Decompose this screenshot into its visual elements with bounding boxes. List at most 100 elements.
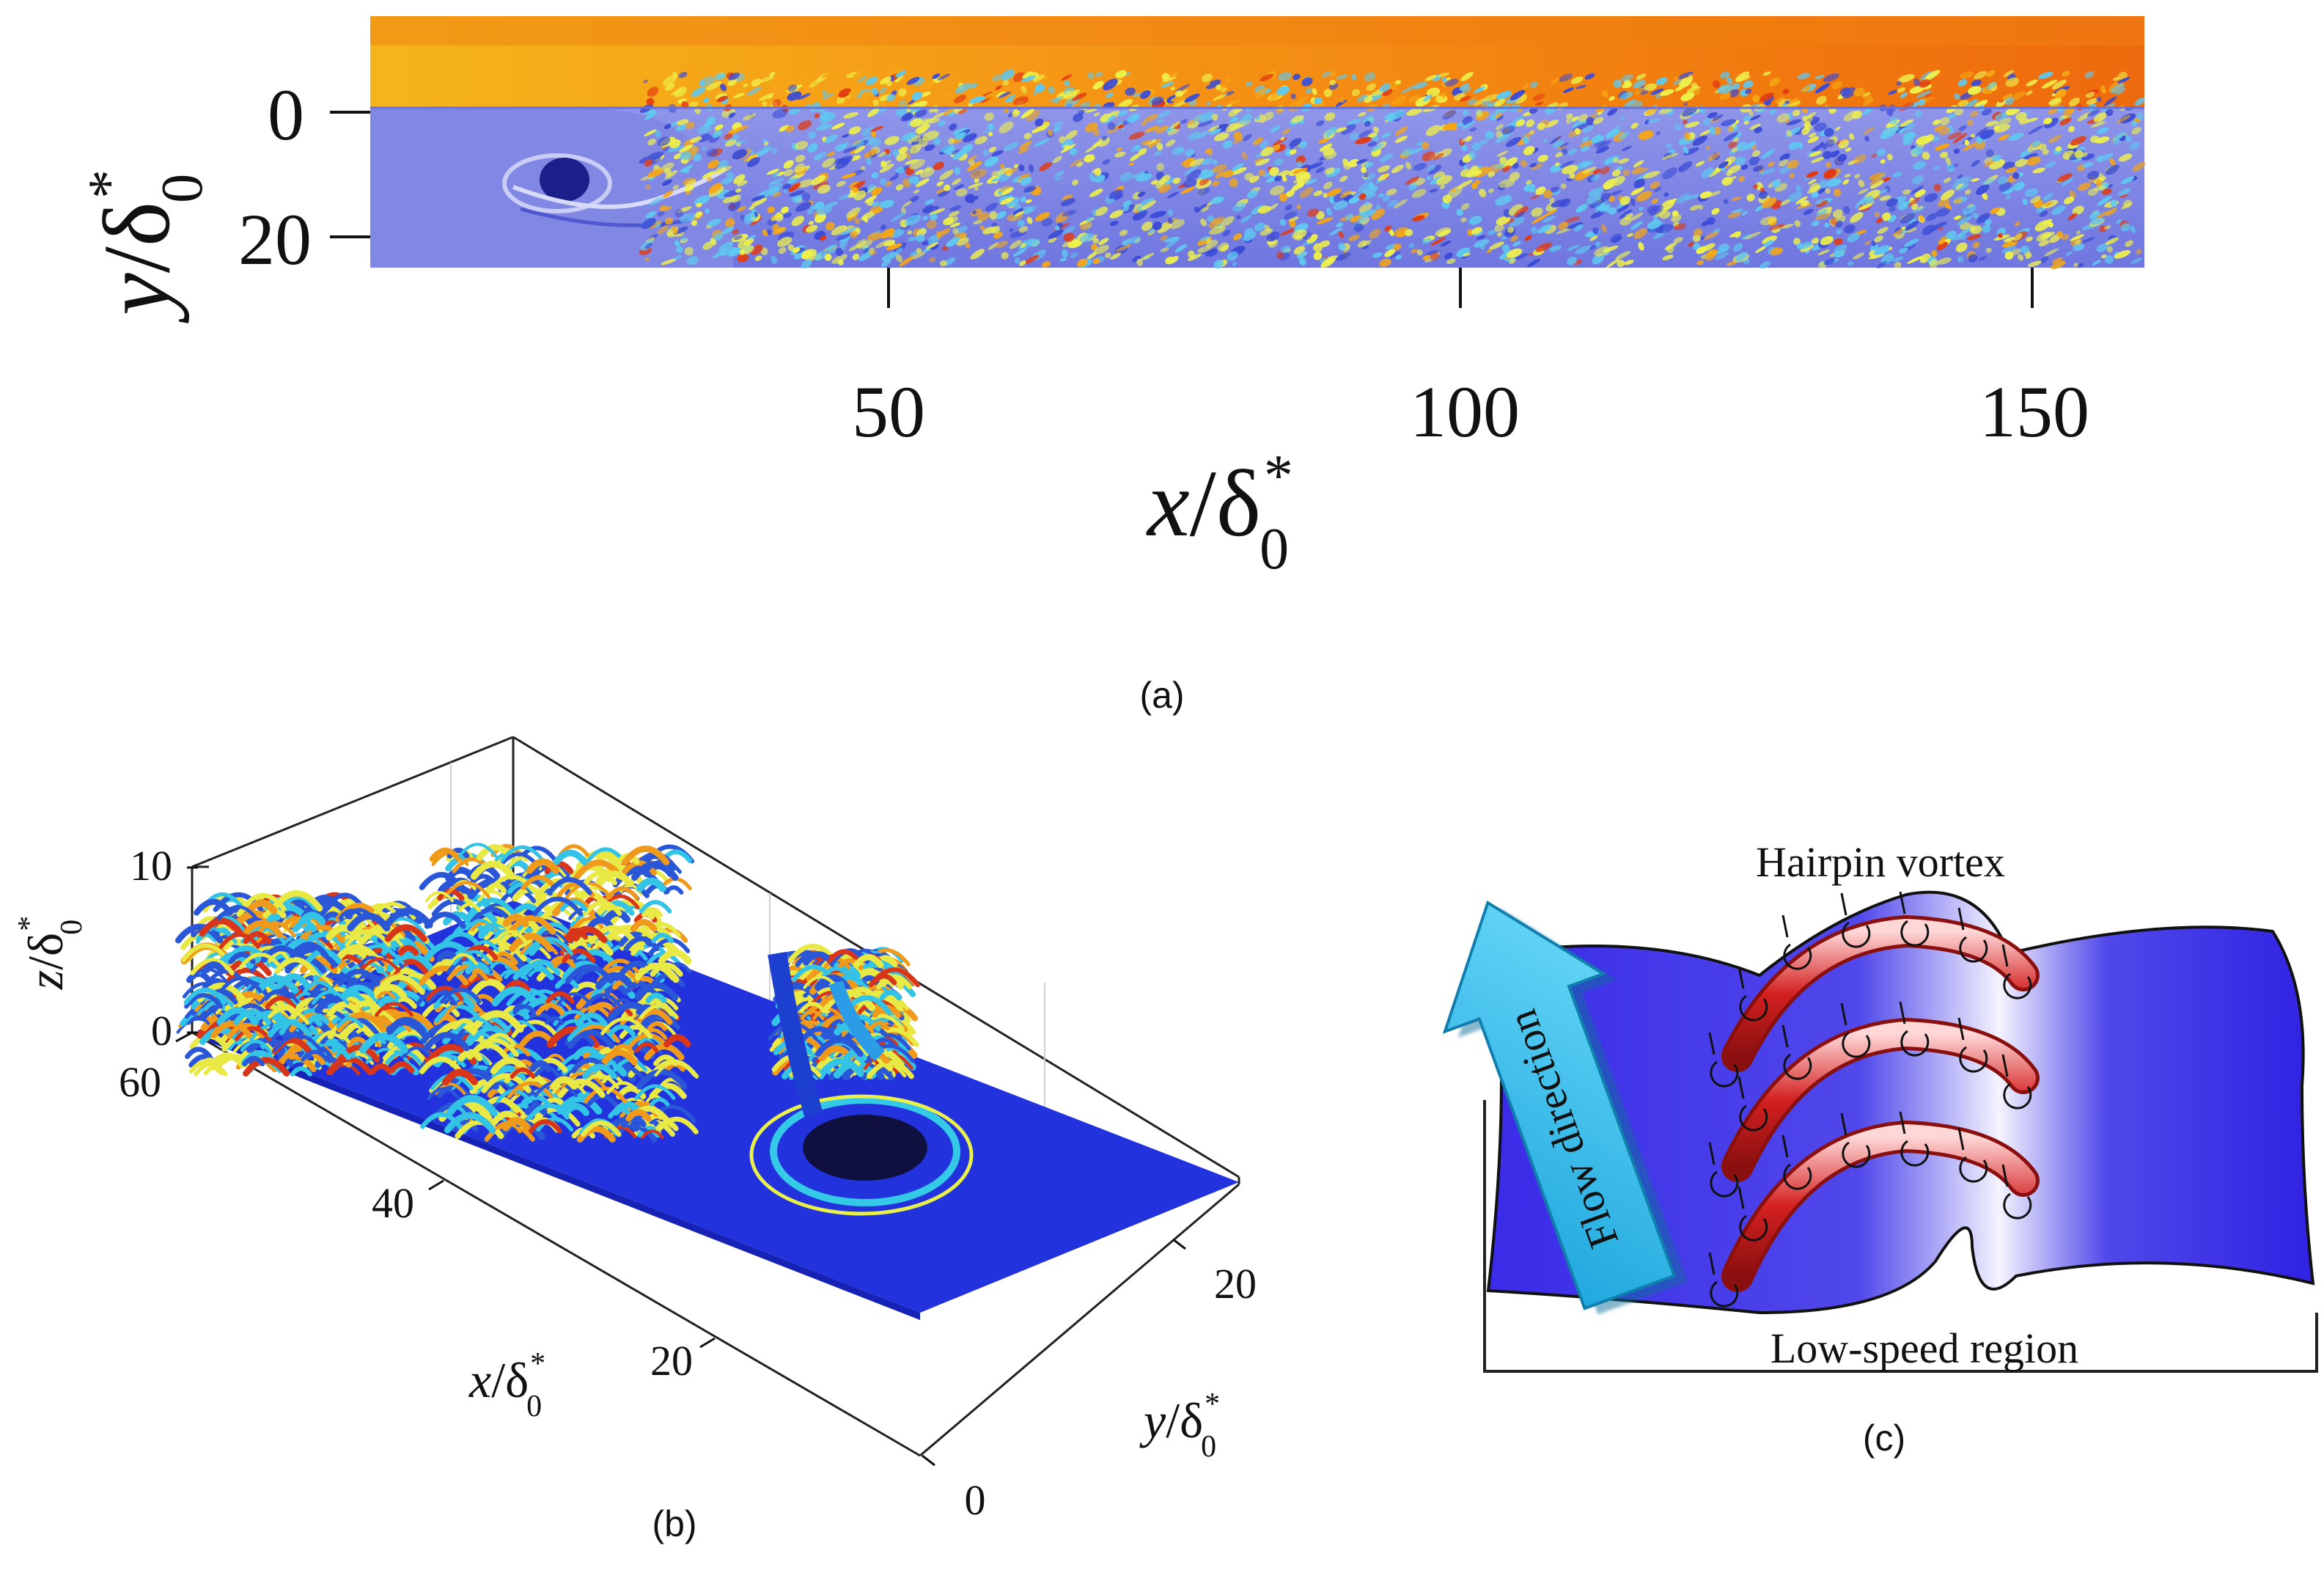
vortex-speckle [1619, 91, 1633, 100]
vortex-speckle [1034, 139, 1050, 147]
vortex-speckle [1155, 125, 1169, 133]
vortex-tube [557, 1078, 606, 1099]
vortex-speckle [1876, 148, 1886, 156]
vortex-speckle [2122, 199, 2132, 208]
vortex-speckle [1608, 190, 1622, 197]
vortex-speckle [1565, 216, 1580, 223]
vortex-speckle [787, 244, 795, 252]
vortex-speckle [728, 200, 740, 212]
vortex-speckle [1613, 157, 1619, 164]
vortex-speckle [1938, 238, 1946, 245]
vortex-speckle [1795, 196, 1808, 205]
vortex-speckle [1232, 202, 1246, 212]
vortex-speckle [1102, 159, 1111, 165]
vortex-speckle [783, 160, 794, 169]
vortex-speckle [1012, 176, 1021, 183]
vortex-speckle [663, 123, 672, 130]
panel-b-z-axis-title: z/δ* 0 [12, 917, 89, 990]
vortex-speckle [1141, 200, 1157, 210]
vortex-speckle [2096, 210, 2110, 219]
vortex-speckle [1649, 205, 1664, 216]
vortex-tube [582, 1063, 617, 1079]
vortex-speckle [1732, 243, 1743, 252]
vortex-speckle [1683, 146, 1689, 154]
vortex-speckle [1298, 141, 1307, 149]
vortex-speckle [1787, 160, 1799, 169]
vortex-speckle [2044, 248, 2059, 257]
vortex-speckle [1570, 116, 1579, 122]
vortex-speckle [1940, 151, 1949, 158]
vortex-tube [535, 922, 573, 938]
vortex-speckle [1205, 101, 1211, 106]
vortex-speckle [822, 89, 828, 98]
vortex-speckle [1749, 123, 1761, 130]
vortex-speckle [1572, 120, 1587, 128]
vortex-speckle [1967, 234, 1982, 241]
vortex-speckle [1807, 136, 1819, 144]
vortex-speckle [1063, 90, 1077, 100]
vortex-speckle [766, 169, 779, 175]
vortex-speckle [1858, 203, 1872, 210]
vortex-speckle [733, 174, 746, 184]
vortex-speckle [1611, 175, 1625, 186]
vortex-speckle [1559, 142, 1570, 149]
vortex-speckle [1825, 139, 1835, 147]
vortex-speckle [995, 241, 1008, 249]
vortex-speckle [1770, 247, 1783, 256]
vortex-speckle [754, 255, 762, 261]
vortex-speckle [783, 188, 789, 194]
vortex-speckle [1688, 242, 1694, 247]
vortex-speckle [1084, 154, 1095, 163]
vortex-speckle [1469, 127, 1477, 132]
vortex-speckle [1119, 172, 1133, 182]
vortex-speckle [870, 125, 884, 132]
vortex-speckle [782, 183, 792, 190]
vortex-speckle [1729, 89, 1739, 98]
vortex-speckle [1853, 154, 1867, 164]
vortex-speckle [794, 163, 806, 173]
vortex-speckle [1567, 175, 1576, 179]
vortex-speckle [1592, 169, 1601, 175]
vortex-speckle [1461, 144, 1468, 151]
vortex-speckle [1844, 173, 1851, 178]
vortex-speckle [1109, 210, 1124, 219]
vortex-speckle [2051, 257, 2063, 264]
vortex-speckle [1676, 193, 1690, 204]
vortex-tube [575, 1012, 608, 1027]
vortex-speckle [690, 136, 702, 143]
vortex-speckle [1001, 69, 1015, 81]
vortex-speckle [1723, 199, 1729, 205]
vortex-tube [869, 1021, 890, 1031]
vortex-speckle [1515, 211, 1526, 219]
vortex-speckle [2073, 243, 2085, 252]
vortex-speckle [657, 225, 669, 235]
vortex-speckle [1974, 141, 1986, 150]
vortex-speckle [1869, 172, 1886, 180]
vortex-speckle [1727, 126, 1734, 133]
vortex-speckle [1387, 199, 1399, 208]
vortex-speckle [988, 147, 996, 153]
vortex-speckle [654, 130, 661, 138]
vortex-speckle [1955, 242, 1968, 253]
vortex-speckle [1186, 169, 1202, 180]
vortex-speckle [1508, 204, 1523, 216]
vortex-speckle [1245, 81, 1253, 87]
vortex-speckle [1416, 249, 1423, 256]
vortex-speckle [694, 195, 710, 205]
vortex-speckle [1731, 197, 1742, 201]
vortex-speckle [2001, 246, 2016, 254]
vortex-speckle [1982, 224, 1991, 233]
vortex-speckle [2031, 140, 2041, 147]
vortex-speckle [1602, 90, 1608, 98]
vortex-speckle [1189, 158, 1205, 166]
vortex-speckle [1496, 90, 1512, 100]
vortex-speckle [1985, 120, 1998, 127]
vortex-speckle [1486, 249, 1493, 254]
vortex-speckle [2041, 232, 2055, 238]
vortex-speckle [1369, 229, 1381, 239]
vortex-tube [600, 1016, 650, 1035]
vortex-speckle [1701, 167, 1715, 178]
vortex-speckle [1362, 186, 1378, 195]
vortex-speckle [957, 109, 968, 114]
vortex-speckle [737, 253, 749, 263]
